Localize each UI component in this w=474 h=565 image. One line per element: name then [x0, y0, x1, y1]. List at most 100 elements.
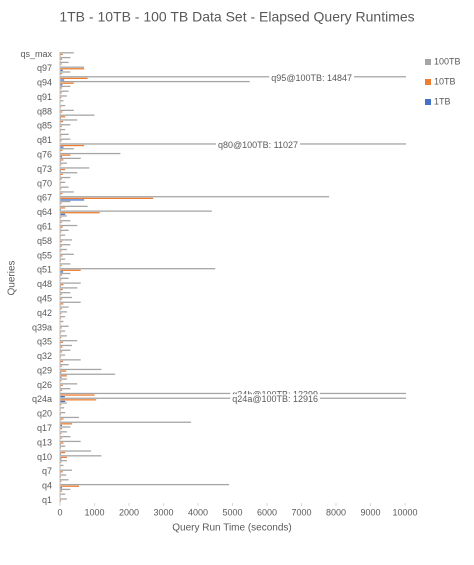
- x-tick-label: 4000: [188, 507, 208, 517]
- bar: [60, 396, 65, 397]
- bar: [60, 83, 74, 84]
- bar: [60, 187, 69, 188]
- bar: [60, 214, 65, 215]
- bar: [60, 442, 63, 443]
- annotation: q24a@100TB: 12916: [232, 394, 318, 404]
- bar: [60, 116, 65, 117]
- bar: [60, 465, 63, 466]
- bar: [60, 258, 65, 259]
- bar: [60, 95, 67, 96]
- y-tick-label: q7: [42, 466, 52, 476]
- bar: [60, 321, 63, 322]
- y-tick-label: q64: [37, 207, 52, 217]
- bar: [60, 78, 88, 79]
- bar: [60, 498, 67, 499]
- bar: [60, 155, 70, 156]
- bar: [60, 282, 81, 283]
- bar: [60, 100, 63, 101]
- bar: [60, 402, 67, 403]
- bar: [60, 68, 84, 69]
- bar: [60, 119, 77, 120]
- bar: [60, 158, 81, 159]
- bar: [60, 153, 120, 154]
- x-tick-label: 1000: [84, 507, 104, 517]
- bar: [60, 330, 65, 331]
- bar: [60, 399, 96, 400]
- bar: [60, 364, 69, 365]
- bar: [60, 62, 69, 63]
- bar: [60, 354, 65, 355]
- bar: [60, 306, 69, 307]
- bar: [60, 159, 63, 160]
- x-axis-label: Query Run Time (seconds): [172, 523, 292, 534]
- y-tick-label: q4: [42, 481, 52, 491]
- bar: [60, 450, 91, 451]
- bar: [60, 287, 77, 288]
- y-tick-label: q32: [37, 351, 52, 361]
- bar: [60, 225, 77, 226]
- bar: [60, 426, 70, 427]
- y-tick-label: q94: [37, 78, 52, 88]
- bar: [60, 302, 81, 303]
- annotation: q95@100TB: 14847: [271, 73, 352, 83]
- x-tick-label: 6000: [257, 507, 277, 517]
- bar: [60, 139, 70, 140]
- bar: [60, 67, 84, 68]
- bar: [60, 145, 84, 146]
- bar: [60, 52, 74, 53]
- bar: [60, 345, 72, 346]
- bar: [60, 401, 65, 402]
- bar: [60, 374, 115, 375]
- bar: [60, 268, 215, 269]
- chart-title: 1TB - 10TB - 100 TB Data Set - Elapsed Q…: [59, 9, 414, 25]
- y-tick-label: q26: [37, 380, 52, 390]
- x-tick-label: 3000: [153, 507, 173, 517]
- bar: [60, 169, 65, 170]
- bar: [60, 129, 65, 130]
- bar: [60, 220, 70, 221]
- bar: [60, 254, 74, 255]
- bar: [60, 198, 153, 199]
- bar: [60, 177, 70, 178]
- y-tick-label: q81: [37, 135, 52, 145]
- y-tick-label: q39a: [32, 322, 52, 332]
- bar: [60, 383, 77, 384]
- bar: [60, 340, 77, 341]
- bar: [60, 182, 65, 183]
- y-tick-label: q55: [37, 250, 52, 260]
- bar: [60, 431, 67, 432]
- bar: [60, 76, 474, 77]
- x-tick-label: 9000: [360, 507, 380, 517]
- bar: [60, 201, 70, 202]
- bar: [60, 326, 69, 327]
- bar: [60, 234, 65, 235]
- bar: [60, 489, 70, 490]
- annotation: q80@100TB: 11027: [218, 140, 298, 150]
- bar: [60, 86, 70, 87]
- bar: [60, 284, 63, 285]
- bar: [60, 196, 329, 197]
- x-tick-label: 7000: [291, 507, 311, 517]
- legend-label: 10TB: [434, 76, 456, 86]
- bar: [60, 474, 66, 475]
- bar: [60, 244, 70, 245]
- bar: [60, 479, 69, 480]
- bar: [60, 273, 70, 274]
- bar: [60, 278, 69, 279]
- y-tick-label: q17: [37, 423, 52, 433]
- bar: [60, 172, 77, 173]
- bar: [60, 297, 72, 298]
- y-tick-label: q35: [37, 337, 52, 347]
- bar: [60, 57, 70, 58]
- legend-swatch: [425, 79, 431, 85]
- bar: [60, 263, 70, 264]
- bar: [60, 418, 63, 419]
- y-tick-label: q76: [37, 150, 52, 160]
- bar: [60, 422, 191, 423]
- legend-swatch: [425, 99, 431, 105]
- bar: [60, 412, 65, 413]
- bar: [60, 91, 69, 92]
- y-tick-label: q1: [42, 495, 52, 505]
- bar: [60, 335, 67, 336]
